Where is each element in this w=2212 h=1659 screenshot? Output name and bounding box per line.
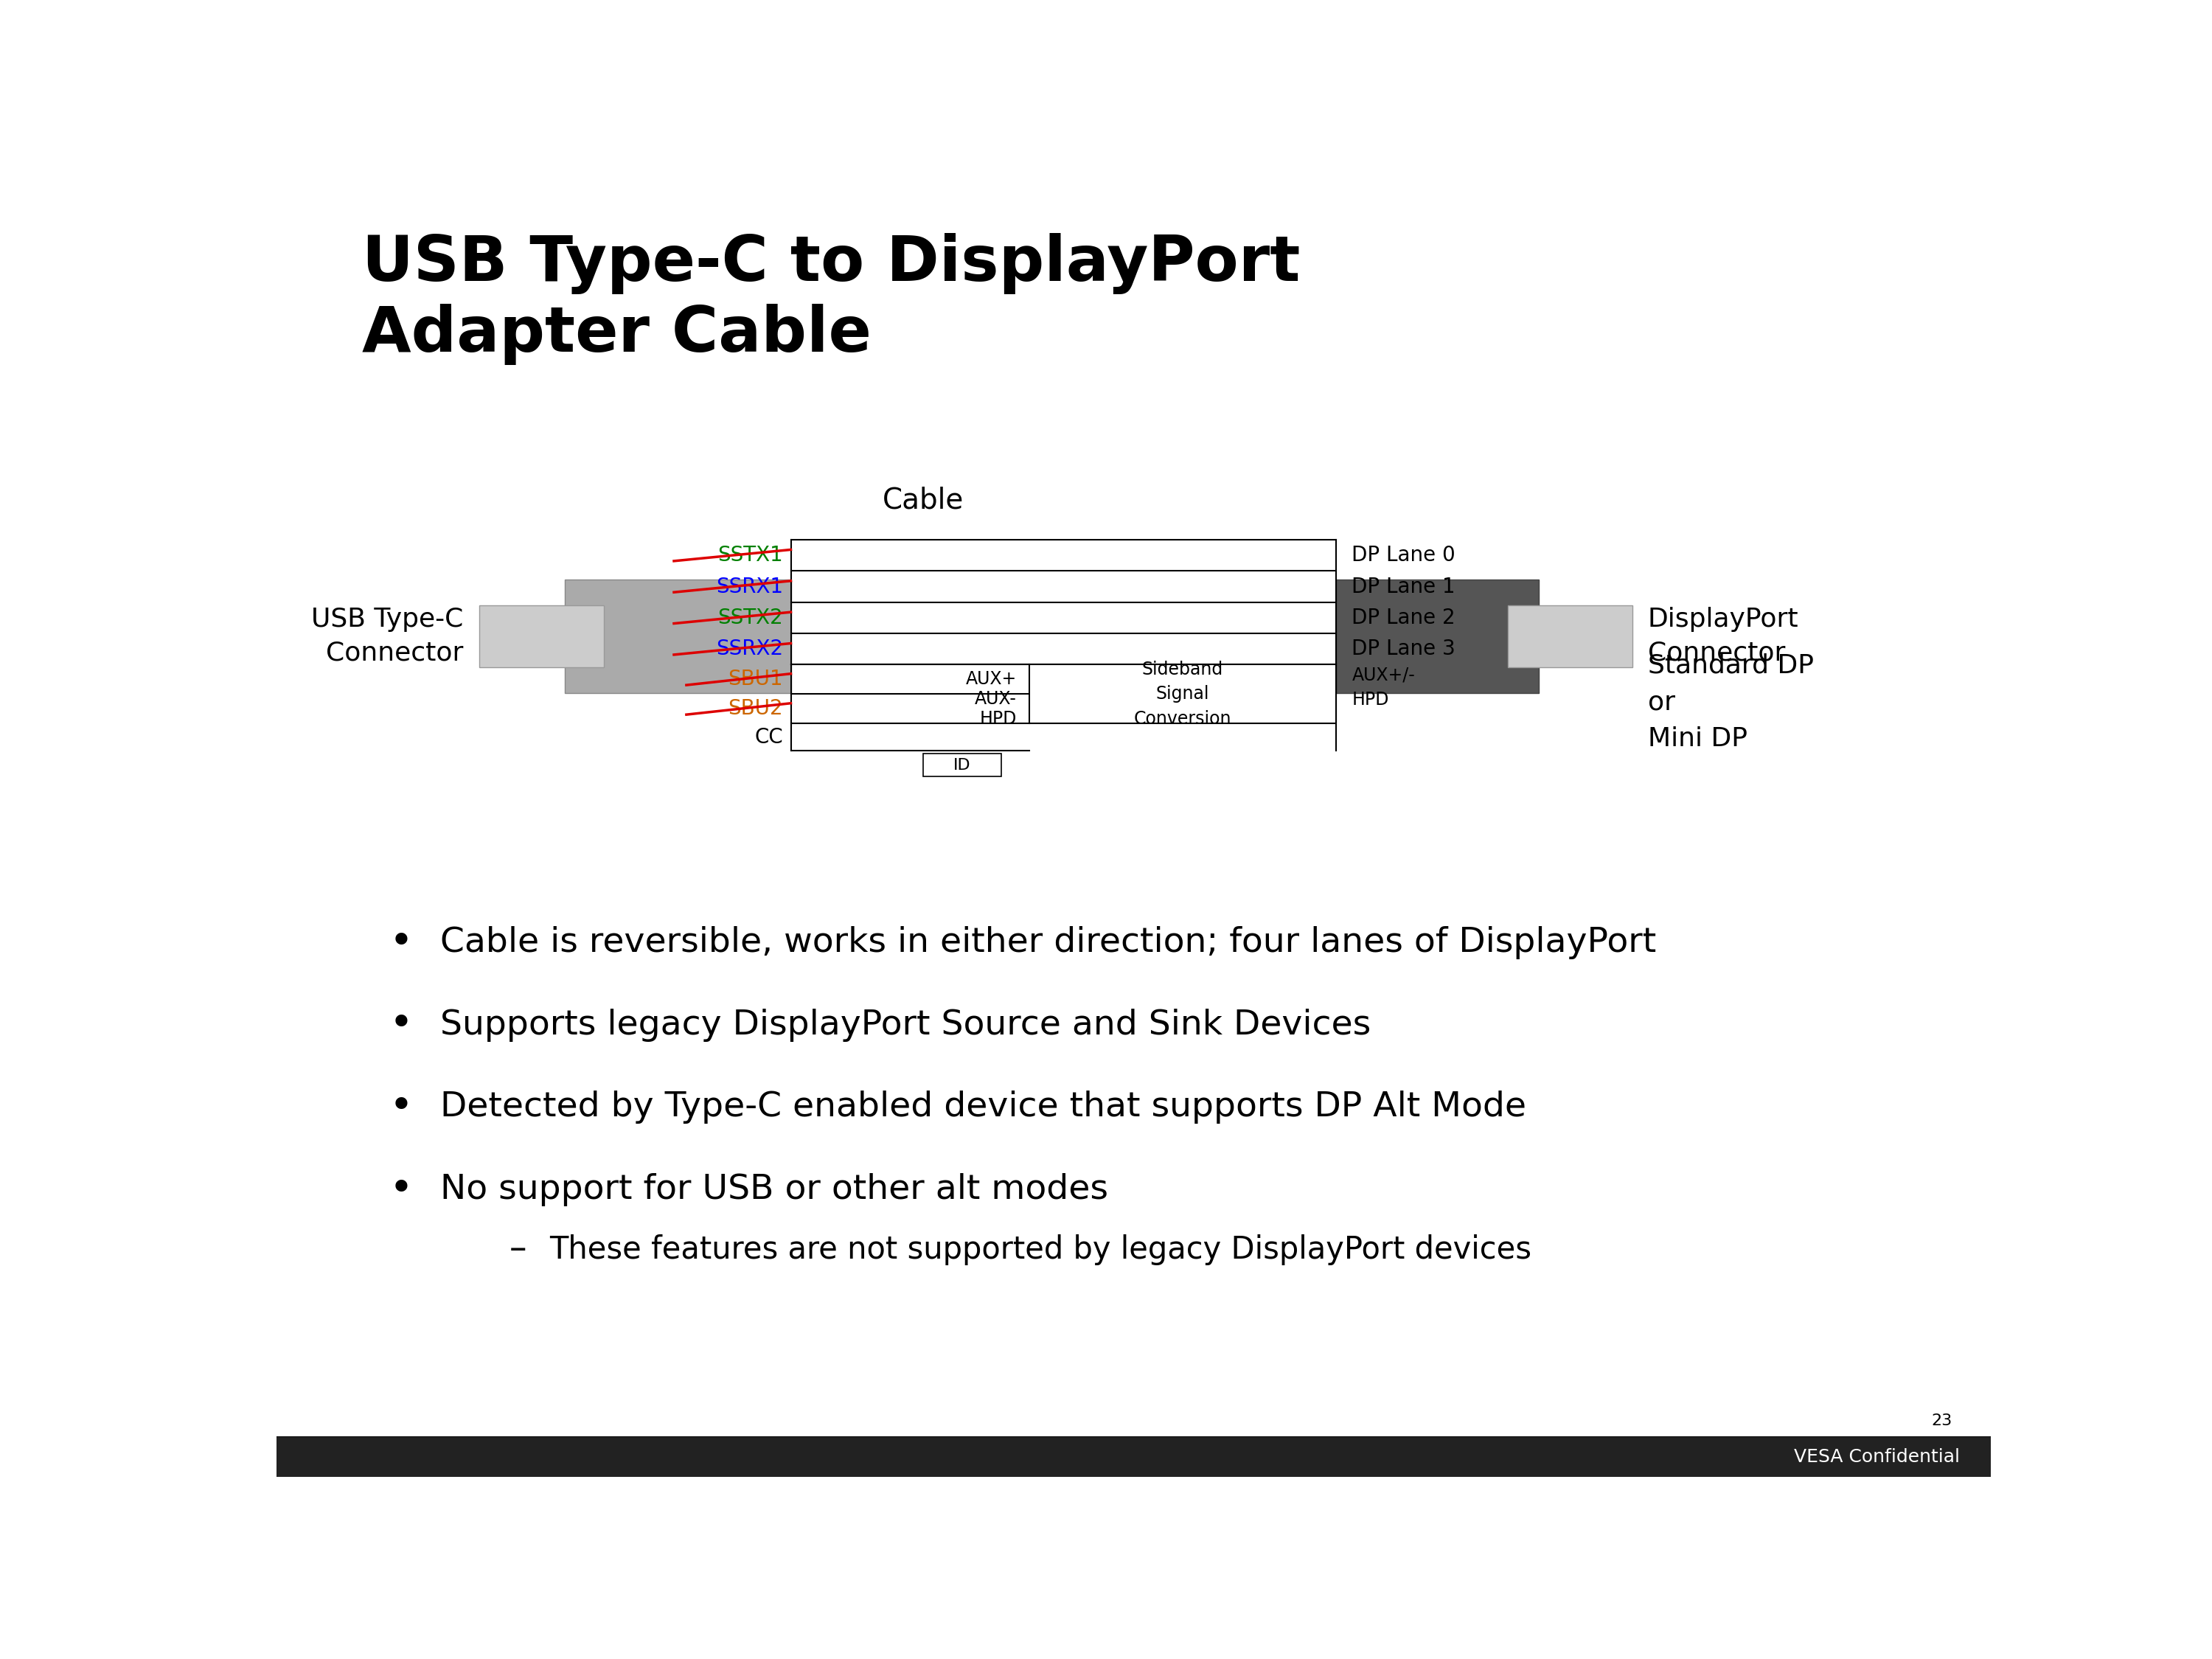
Text: DP Lane 1: DP Lane 1	[1352, 576, 1455, 597]
Text: 23: 23	[1931, 1413, 1951, 1428]
Text: •: •	[389, 1088, 414, 1128]
Text: AUX+: AUX+	[967, 670, 1018, 688]
Text: SSRX2: SSRX2	[717, 639, 783, 659]
Text: USB Type-C
Connector: USB Type-C Connector	[312, 607, 465, 665]
Text: USB Type-C to DisplayPort: USB Type-C to DisplayPort	[363, 234, 1301, 294]
Text: SSTX1: SSTX1	[717, 546, 783, 566]
Text: •: •	[389, 1005, 414, 1045]
Text: VESA Confidential: VESA Confidential	[1794, 1448, 1960, 1465]
Text: DP Lane 0: DP Lane 0	[1352, 546, 1455, 566]
Text: CC: CC	[754, 727, 783, 748]
Bar	[1029, 665, 1336, 723]
Text: Cable: Cable	[883, 486, 964, 514]
Bar	[1509, 606, 1632, 667]
Text: No support for USB or other alt modes: No support for USB or other alt modes	[440, 1173, 1108, 1206]
Text: DP Lane 3: DP Lane 3	[1352, 639, 1455, 659]
Text: Supports legacy DisplayPort Source and Sink Devices: Supports legacy DisplayPort Source and S…	[440, 1009, 1371, 1042]
Text: HPD: HPD	[1352, 692, 1389, 708]
Text: Cable is reversible, works in either direction; four lanes of DisplayPort: Cable is reversible, works in either dir…	[440, 926, 1657, 959]
Text: SSTX2: SSTX2	[717, 607, 783, 629]
Text: SBU1: SBU1	[728, 669, 783, 690]
Text: –: –	[509, 1233, 526, 1266]
Text: Sideband
Signal
Conversion: Sideband Signal Conversion	[1135, 660, 1232, 728]
Text: These features are not supported by legacy DisplayPort devices: These features are not supported by lega…	[549, 1234, 1531, 1264]
Text: SBU2: SBU2	[728, 698, 783, 720]
Text: Adapter Cable: Adapter Cable	[363, 304, 872, 365]
Bar	[480, 606, 604, 667]
Text: Detected by Type-C enabled device that supports DP Alt Mode: Detected by Type-C enabled device that s…	[440, 1092, 1526, 1125]
Text: •: •	[389, 922, 414, 962]
Text: DP Lane 2: DP Lane 2	[1352, 607, 1455, 629]
Text: DisplayPort
Connector: DisplayPort Connector	[1648, 607, 1798, 665]
Bar	[564, 579, 792, 693]
Text: ID: ID	[953, 758, 971, 773]
Text: •: •	[389, 1170, 414, 1209]
Text: SSRX1: SSRX1	[717, 576, 783, 597]
Bar	[922, 753, 1002, 776]
Text: Standard DP
or
Mini DP: Standard DP or Mini DP	[1648, 652, 1814, 752]
Text: AUX+/-: AUX+/-	[1352, 665, 1416, 684]
Bar	[1336, 579, 1540, 693]
Text: AUX-
HPD: AUX- HPD	[975, 690, 1018, 728]
Bar	[276, 1437, 1991, 1477]
